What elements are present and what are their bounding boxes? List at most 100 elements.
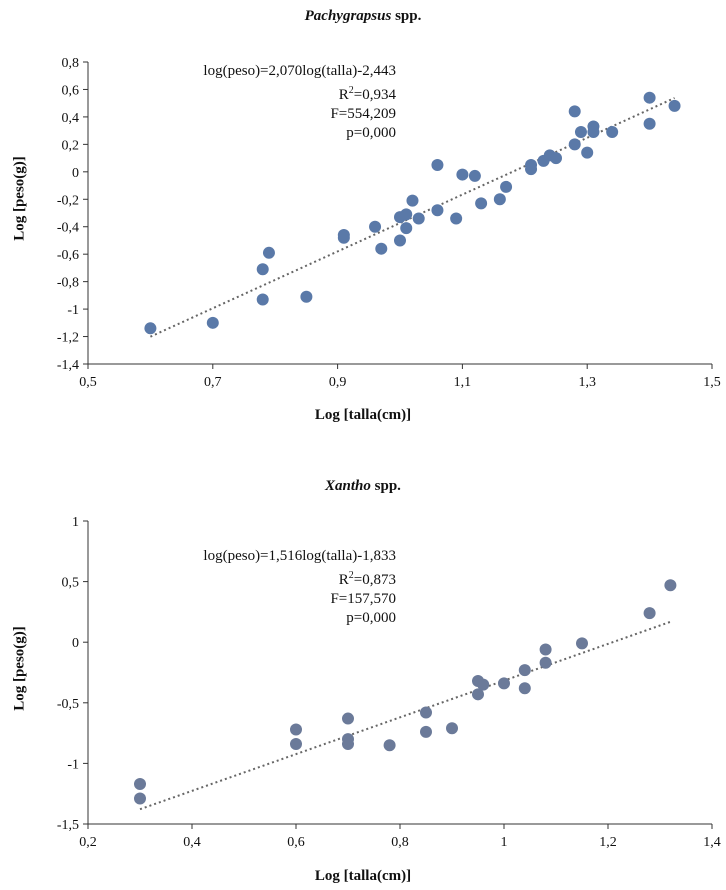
data-point [539,656,552,669]
y-tick-label: -0,5 [57,697,79,712]
x-tick-label: 0,4 [183,835,201,850]
data-point [525,163,538,176]
r-squared-prefix: R [338,87,349,103]
data-point [539,643,552,656]
data-point [606,126,619,139]
xantho-chart: Xantho spp. -1,5 -1 -0,5 0 0,5 1 0,2 0,4 0,6 0,8 1… [0,445,726,890]
y-tick-label: 0,6 [62,83,80,98]
data-point [206,316,219,329]
data-point [643,607,656,620]
data-point [412,212,425,225]
x-tick-label: 1,3 [578,375,596,390]
regression-equation: log(peso)=2,070log(talla)-2,443 [203,63,396,79]
data-point [337,231,350,244]
y-tick-label: -0,8 [57,276,79,291]
x-tick-label: 0,7 [204,375,222,390]
p-value: p=0,000 [346,125,396,141]
data-point [406,194,419,207]
x-tick-label: 1,2 [599,835,617,850]
data-point [643,91,656,104]
data-point [500,180,513,193]
r-squared-superscript: 2 [348,570,354,581]
data-point [456,168,469,181]
regression-stats: log(peso)=2,070log(talla)-2,443 R2=0,934… [203,62,396,143]
data-point [431,158,444,171]
y-tick-label: -1,2 [57,331,79,346]
data-point [394,234,406,247]
data-point [342,712,354,725]
y-tick-label: 0 [72,166,79,181]
y-tick-label: 0,4 [62,111,80,126]
f-statistic: F=157,570 [330,591,396,607]
data-point [400,208,413,221]
r-squared-value: =0,934 [353,87,396,103]
chart-title: Pachygrapsus spp. [0,8,726,25]
data-point [493,193,506,206]
r-squared-superscript: 2 [348,85,354,96]
y-axis-label: Log [peso(g)] [11,626,28,711]
y-tick-label: 0,2 [62,138,80,153]
data-point [668,99,681,112]
x-tick-label: 0,8 [391,835,409,850]
y-tick-label: -0,4 [57,221,79,236]
x-axis-label: Log [talla(cm)] [314,407,412,423]
r-squared: R2=0,934 [203,81,396,105]
chart-title-suffix: spp. [370,478,401,494]
y-axis-label: Log [peso(g)] [11,156,28,241]
xantho-plot: -1,5 -1 -0,5 0 0,5 1 0,2 0,4 0,6 0,8 1 1,2 1,4 [57,515,721,850]
trendline [149,97,675,338]
data-point [290,738,302,751]
data-point [300,290,313,303]
chart-title: Xantho spp. [0,478,726,495]
x-tick-label: 1 [501,835,508,850]
data-point [643,117,656,130]
y-tick-label: -1 [67,303,79,318]
y-tick-label: -1,4 [57,358,79,373]
trendline [139,620,671,811]
data-point [342,738,354,751]
data-point [134,778,146,791]
p-value: p=0,000 [346,610,396,626]
data-point [664,579,677,592]
y-tick-label: -1 [67,757,79,772]
chart-title-genus: Pachygrapsus [304,8,392,24]
x-tick-label: 0,2 [79,835,97,850]
data-point [420,725,432,738]
data-point [256,293,269,306]
y-tick-label: -1,5 [57,818,79,833]
data-point [581,146,594,159]
data-point [568,105,581,118]
x-tick-label: 1,5 [703,375,721,390]
data-point [576,637,588,650]
r-squared-value: =0,873 [353,572,396,588]
data-point [468,169,481,182]
data-point [550,152,562,165]
x-tick-label: 0,5 [79,375,97,390]
chart-title-genus: Xantho [325,478,371,494]
y-tick-label: 1 [72,515,79,530]
data-point [383,739,396,752]
y-tick-label: -0,6 [57,248,79,263]
data-point [256,263,269,276]
data-point [420,706,432,719]
x-tick-label: 0,9 [329,375,347,390]
pachygrapsus-chart: Pachygrapsus spp. -1,4 -1,2 -1 -0,8 -0,6 -0,4… [0,8,726,423]
data-point [431,204,444,217]
f-statistic: F=554,209 [330,106,396,122]
r-squared-prefix: R [338,572,349,588]
y-tick-label: 0 [72,636,79,651]
data-point [144,322,157,335]
chart-title-suffix: spp. [391,8,422,24]
x-tick-label: 1,1 [454,375,472,390]
data-point [400,222,413,235]
data-point [498,677,510,690]
data-point [518,682,531,695]
data-point [568,138,581,151]
data-point [477,678,490,691]
data-point [262,246,275,259]
y-tick-label: 0,5 [62,576,80,591]
data-point [574,126,587,139]
pachygrapsus-plot: -1,4 -1,2 -1 -0,8 -0,6 -0,4 -0,2 0 0,2 0,4 0,6 0,8 0… [57,56,721,390]
r-squared: R2=0,873 [203,566,396,590]
data-point [518,664,531,677]
